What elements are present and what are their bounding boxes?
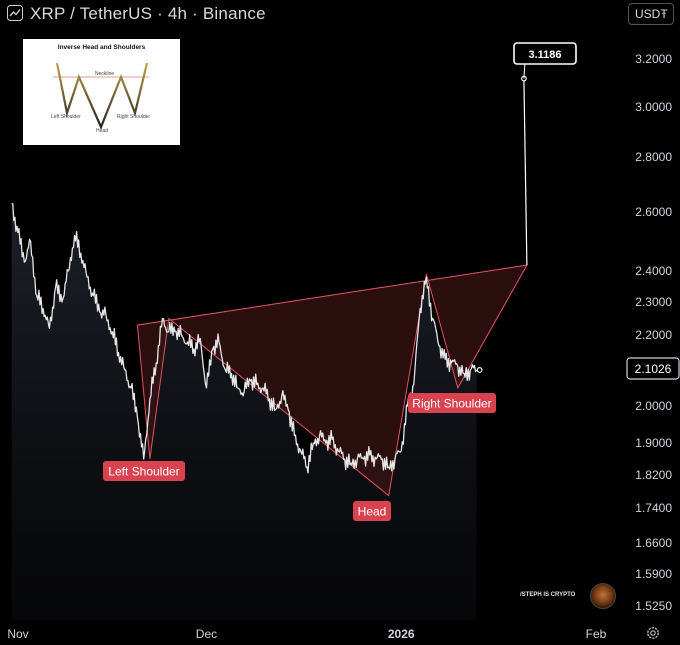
y-tick-label: 3.2000 — [635, 52, 672, 66]
inverse-head-shoulders-inset: Inverse Head and Shoulders Neckline Left… — [23, 39, 180, 145]
settings-gear-icon[interactable] — [645, 625, 661, 641]
y-tick-label: 2.0000 — [635, 399, 672, 413]
currency-label: USDT — [635, 7, 668, 21]
chart-header: XRP / TetherUS · 4h · Binance USDT ⌄ — [0, 0, 680, 28]
pattern-shape — [136, 264, 528, 497]
y-tick-label: 1.6600 — [635, 536, 672, 550]
price-area — [11, 203, 477, 621]
author-avatar — [590, 583, 616, 609]
pattern-label-box — [103, 461, 185, 481]
last-price-label: 2.1026 — [635, 362, 672, 376]
inset-right-shoulder-label: Right Shoulder — [117, 114, 150, 120]
y-tick-label: 2.3000 — [635, 295, 672, 309]
price-line[interactable] — [11, 203, 478, 474]
y-tick-label: 2.8000 — [635, 150, 672, 164]
x-tick-label: Nov — [7, 627, 28, 641]
y-tick-label: 1.7400 — [635, 501, 672, 515]
neckline — [137, 264, 527, 326]
inset-diagram: Neckline Left Shoulder Head Right Should… — [51, 62, 150, 134]
y-tick-label: 1.8200 — [635, 468, 672, 482]
chevron-down-icon: ⌄ — [659, 7, 668, 18]
pattern-label-box — [408, 393, 496, 413]
y-tick-label: 3.0000 — [635, 100, 672, 114]
x-tick-label: Dec — [196, 627, 217, 641]
y-tick-label: 2.4000 — [635, 264, 672, 278]
inset-neckline-label: Neckline — [95, 71, 114, 77]
x-tick-label: 2026 — [388, 627, 415, 641]
pattern-label-left-shoulder: Left Shoulder — [108, 465, 179, 479]
inset-left-shoulder-label: Left Shoulder — [51, 114, 81, 120]
author-watermark: /STEPH IS CRYPTO — [520, 592, 576, 598]
target-label-box — [513, 42, 577, 65]
pattern-label-right-shoulder: Right Shoulder — [412, 397, 491, 411]
target-label: 3.1186 — [528, 49, 561, 61]
pattern-label-box — [353, 501, 391, 521]
inset-pattern-line — [55, 62, 149, 130]
last-price-point — [476, 367, 483, 373]
target-projection-line — [523, 78, 528, 266]
inset-title: Inverse Head and Shoulders — [57, 44, 146, 51]
pattern-label-head: Head — [358, 505, 387, 519]
chart-title: XRP / TetherUS · 4h · Binance — [30, 4, 266, 23]
inset-head-label: Head — [96, 128, 108, 134]
x-tick-label: Feb — [586, 627, 607, 641]
currency-selector[interactable]: USDT ⌄ — [628, 3, 674, 25]
tradingview-logo-icon[interactable] — [7, 5, 23, 21]
y-tick-label: 1.5250 — [635, 599, 672, 613]
y-tick-label: 1.5900 — [635, 567, 672, 581]
y-tick-label: 2.6000 — [635, 205, 672, 219]
y-tick-label: 1.9000 — [635, 436, 672, 450]
y-tick-label: 2.2000 — [635, 328, 672, 342]
last-price-box — [626, 357, 680, 380]
